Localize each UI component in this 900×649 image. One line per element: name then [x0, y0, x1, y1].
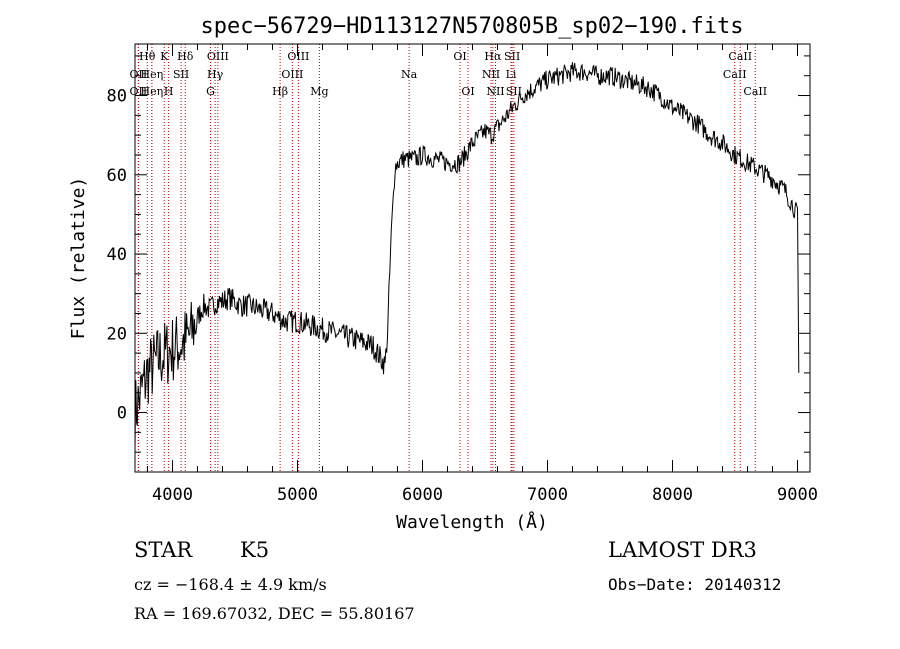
spectral-line-label: OIII [281, 68, 303, 81]
survey-name: LAMOST DR3 [608, 538, 757, 562]
x-tick-label: 7000 [527, 485, 568, 505]
y-tick-label: 0 [117, 404, 127, 424]
spectral-line-label: NII [482, 68, 500, 81]
spectral-line-label: CaII [728, 50, 752, 63]
spectral-line-label: CaII [723, 68, 747, 81]
spectral-line-label: Li [506, 68, 517, 81]
spectral-line-label: OIII [287, 50, 309, 63]
spectrum-line [134, 62, 800, 449]
spectral-line-label: G [206, 85, 215, 98]
x-axis-label: Wavelength (Å) [396, 511, 548, 533]
spectral-line-label: OI [461, 85, 474, 98]
spectral-line-label: OIII [207, 50, 229, 63]
x-tick-label: 9000 [777, 485, 818, 505]
spectral-line-label: H [164, 85, 174, 98]
spectral-line-label: Hγ [207, 68, 224, 81]
x-tick-label: 6000 [402, 485, 443, 505]
x-tick-label: 4000 [152, 485, 193, 505]
spectral-line-label: OI [453, 50, 466, 63]
object-class: STAR [134, 538, 193, 562]
chart-title: spec−56729−HD113127N570805B_sp02−190.fit… [200, 14, 743, 39]
spectral-line-label: CaII [743, 85, 767, 98]
spectral-line-label: Mg [310, 85, 328, 98]
spectral-line-label: NII [486, 85, 504, 98]
spectral-line-label: SII [173, 68, 189, 81]
y-tick-label: 40 [107, 245, 127, 265]
spectral-line-label: Heη [141, 85, 164, 98]
spectral-line-label: Hβ [272, 85, 288, 98]
obs-date: Obs−Date: 20140312 [608, 575, 782, 594]
x-tick-label: 5000 [277, 485, 318, 505]
spectral-line-label: Hα [484, 50, 502, 63]
spectral-line-label: SII [504, 50, 520, 63]
y-axis-label: Flux (relative) [68, 177, 89, 340]
spectral-line-label: SII [506, 85, 522, 98]
spectral-line-label: Na [401, 68, 418, 81]
x-tick-label: 8000 [652, 485, 693, 505]
redshift-readout: cz = −168.4 ± 4.9 km/s [134, 575, 327, 594]
spectral-line-label: OII [130, 85, 148, 98]
y-tick-label: 60 [107, 166, 127, 186]
spectral-line-label: K [160, 50, 169, 63]
spectral-line-label: Hθ [139, 50, 156, 63]
y-tick-label: 20 [107, 324, 127, 344]
y-tick-label: 80 [107, 87, 127, 107]
object-subclass: K5 [240, 538, 270, 562]
plot-frame [134, 43, 811, 473]
spectral-line-label: Hδ [177, 50, 194, 63]
coordinates-readout: RA = 169.67032, DEC = 55.80167 [134, 604, 415, 623]
